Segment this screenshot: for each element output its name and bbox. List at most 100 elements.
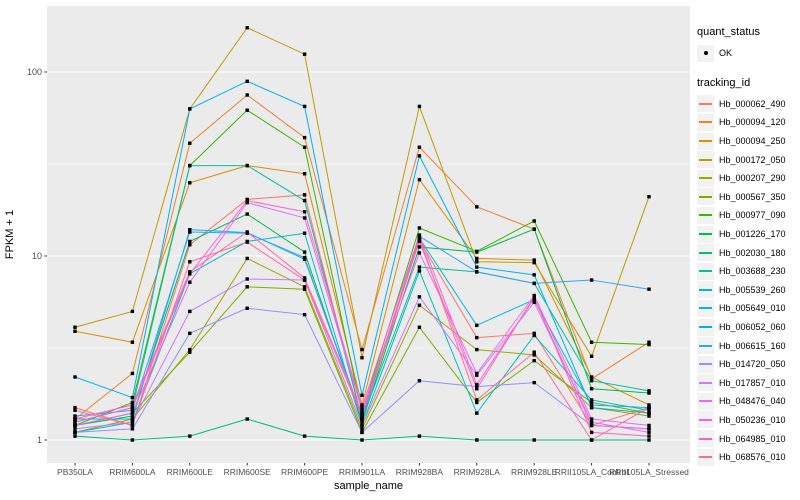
- x-tick-label: PB350LA: [57, 467, 93, 477]
- data-point: [360, 427, 364, 431]
- series-color-key: [697, 337, 714, 355]
- data-point: [417, 251, 422, 255]
- data-point: [245, 108, 249, 112]
- data-point: [475, 347, 479, 352]
- data-point: [245, 417, 249, 421]
- data-point: [647, 405, 651, 410]
- data-point: [302, 312, 307, 317]
- data-point: [532, 438, 536, 442]
- data-point: [532, 219, 536, 223]
- data-point: [475, 205, 479, 209]
- x-tick-label: RRIM928LA: [454, 467, 501, 477]
- data-point: [532, 295, 536, 299]
- series-line-swatch: [699, 177, 712, 180]
- data-point: [475, 260, 479, 264]
- data-point: [73, 405, 77, 410]
- data-point: [302, 278, 307, 282]
- data-point: [532, 260, 536, 265]
- x-tick-label: RRIM928BA: [396, 467, 444, 477]
- data-point: [532, 281, 536, 286]
- y-tick-label: 10: [32, 251, 42, 261]
- x-tick-label: RRII105LA_Stressed: [609, 467, 689, 477]
- data-point: [417, 325, 422, 329]
- data-point: [188, 434, 192, 438]
- chart-legend: quant_status OK tracking_id Hb_000062_49…: [697, 26, 797, 466]
- data-point: [475, 411, 479, 415]
- data-point: [302, 285, 307, 289]
- data-point: [73, 417, 77, 421]
- data-point: [73, 375, 77, 379]
- data-point: [589, 430, 594, 435]
- data-point: [188, 141, 192, 145]
- data-point: [245, 256, 249, 261]
- data-point: [647, 287, 651, 291]
- data-point: [475, 387, 479, 391]
- data-point: [245, 240, 249, 244]
- legend-item-Hb_014720_050: Hb_014720_050: [697, 355, 797, 374]
- legend-item-Hb_005649_010: Hb_005649_010: [697, 299, 797, 318]
- series-line-swatch: [699, 121, 712, 124]
- data-point: [188, 280, 192, 284]
- series-color-key: [697, 95, 714, 113]
- data-point: [589, 423, 594, 428]
- data-point: [532, 227, 536, 231]
- legend-item-Hb_006615_160: Hb_006615_160: [697, 336, 797, 355]
- data-point: [475, 384, 479, 389]
- data-point: [130, 417, 135, 421]
- data-point: [73, 414, 77, 418]
- legend-item-ok: OK: [697, 44, 797, 63]
- series-line-swatch: [699, 251, 712, 254]
- data-point: [417, 145, 422, 149]
- data-point: [188, 230, 192, 234]
- data-point: [532, 333, 536, 338]
- data-point: [130, 371, 135, 376]
- data-point: [417, 233, 422, 237]
- data-point: [360, 420, 364, 424]
- data-point: [417, 226, 422, 230]
- data-point: [245, 79, 249, 84]
- tracking-id-legend-title: tracking_id: [697, 76, 751, 89]
- data-point: [589, 417, 594, 421]
- data-point: [245, 285, 249, 289]
- data-point: [73, 408, 77, 413]
- data-point: [589, 354, 594, 359]
- data-point: [360, 347, 364, 352]
- data-point: [417, 265, 422, 269]
- legend-item-label: Hb_000062_490: [719, 98, 786, 109]
- data-point: [589, 379, 594, 383]
- data-point: [73, 434, 77, 438]
- data-point: [360, 408, 364, 413]
- data-point: [188, 331, 192, 336]
- series-line-swatch: [699, 214, 712, 217]
- data-point: [130, 403, 135, 407]
- data-point: [417, 379, 422, 383]
- data-point: [589, 377, 594, 381]
- data-point: [475, 400, 479, 405]
- legend-item-label: Hb_050236_010: [719, 414, 786, 425]
- series-color-key: [697, 132, 714, 150]
- data-point: [302, 434, 307, 438]
- x-tick-label: RRIM600LE: [167, 467, 214, 477]
- data-point: [130, 414, 135, 418]
- data-point: [589, 420, 594, 424]
- data-point: [245, 200, 249, 205]
- data-point: [73, 430, 77, 435]
- data-point: [73, 329, 77, 333]
- legend-item-label: Hb_017857_010: [719, 377, 786, 388]
- data-point: [302, 250, 307, 254]
- data-point: [130, 340, 135, 344]
- x-tick-label: RRIM928LE: [511, 467, 558, 477]
- legend-item-label: Hb_005649_010: [719, 303, 786, 314]
- series-line-swatch: [699, 270, 712, 273]
- data-point: [532, 380, 536, 385]
- data-point: [417, 104, 422, 109]
- data-point: [589, 400, 594, 405]
- data-point: [532, 273, 536, 277]
- data-point: [188, 227, 192, 232]
- series-color-key: [697, 113, 714, 131]
- series-color-key: [697, 392, 714, 410]
- legend-item-Hb_017857_010: Hb_017857_010: [697, 374, 797, 393]
- data-point: [475, 256, 479, 261]
